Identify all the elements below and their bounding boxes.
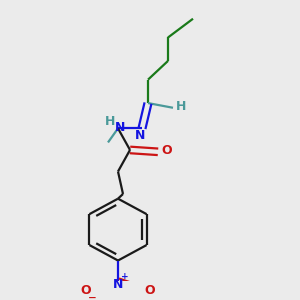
Text: O: O — [145, 284, 155, 297]
Text: H: H — [105, 115, 115, 128]
Text: O: O — [81, 284, 91, 297]
Text: +: + — [121, 272, 129, 281]
Text: O: O — [162, 144, 172, 158]
Text: −: − — [88, 293, 96, 300]
Text: N: N — [113, 278, 123, 291]
Text: N: N — [135, 129, 145, 142]
Text: N: N — [115, 121, 125, 134]
Text: H: H — [176, 100, 186, 113]
